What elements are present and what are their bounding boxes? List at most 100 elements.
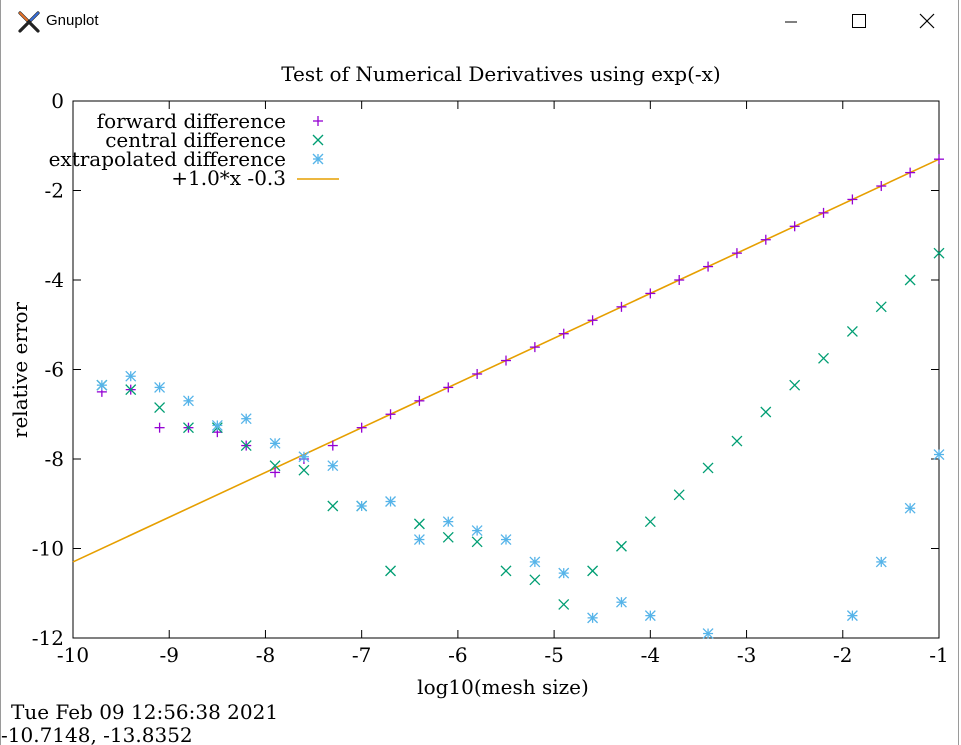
data-point-extrapolated-difference (240, 413, 252, 425)
data-point-extrapolated-difference (558, 567, 570, 579)
data-point-forward-difference (847, 194, 858, 205)
data-point-central-difference (298, 464, 310, 476)
data-point-central-difference (731, 435, 743, 447)
data-point-extrapolated-difference (327, 460, 339, 472)
status-timestamp: Tue Feb 09 12:56:38 2021 (11, 700, 278, 724)
x-axis-label: log10(mesh size) (417, 675, 589, 699)
data-point-extrapolated-difference (211, 419, 223, 431)
data-point-forward-difference (731, 248, 742, 259)
data-point-central-difference (385, 565, 396, 577)
data-point-central-difference (154, 402, 166, 413)
ticks-group: -10 -9 -8 -7 -6 -5 -4 -3 -2 -10-2-4-6-8-10-12 (32, 89, 949, 667)
data-point-central-difference (760, 406, 772, 418)
gnuplot-app-icon (17, 10, 41, 34)
title-bar[interactable]: Gnuplot (1, 0, 958, 45)
x-tick-label: -3 (737, 643, 756, 667)
data-point-forward-difference (443, 382, 454, 393)
data-point-extrapolated-difference (471, 525, 483, 537)
data-point-forward-difference (616, 301, 627, 312)
legend-label: central difference (105, 128, 286, 152)
data-point-central-difference (442, 531, 454, 543)
x-tick-label: -10 (57, 643, 89, 667)
maximize-button[interactable] (824, 0, 894, 45)
x-tick-label: -8 (256, 643, 275, 667)
data-point-central-difference (644, 516, 656, 528)
data-point-central-difference (933, 247, 945, 259)
data-point-extrapolated-difference (125, 370, 137, 382)
x-tick-label: -1 (929, 643, 948, 667)
legend-label: +1.0*x -0.3 (171, 166, 286, 190)
data-point-extrapolated-difference (298, 451, 310, 463)
close-button[interactable] (892, 0, 958, 45)
data-point-central-difference (558, 598, 570, 610)
data-point-extrapolated-difference (616, 596, 627, 608)
data-point-extrapolated-difference (385, 496, 396, 507)
legend-marker-sample (312, 153, 324, 165)
data-point-forward-difference (558, 328, 569, 339)
data-point-forward-difference (501, 355, 511, 366)
data-point-extrapolated-difference (154, 381, 166, 393)
x-tick-label: -4 (641, 643, 660, 667)
data-point-central-difference (702, 462, 714, 474)
data-point-central-difference (904, 274, 916, 286)
data-point-forward-difference (529, 342, 540, 353)
minimize-icon (785, 13, 797, 32)
x-tick-label: -6 (448, 643, 467, 667)
data-point-central-difference (587, 565, 599, 577)
y-tick-label: -12 (32, 626, 64, 650)
data-point-central-difference (616, 540, 627, 552)
data-point-central-difference (529, 574, 541, 586)
x-tick-label: -9 (159, 643, 178, 667)
data-point-central-difference (500, 565, 512, 577)
data-point-central-difference (125, 384, 137, 396)
plot-canvas[interactable]: -10 -9 -8 -7 -6 -5 -4 -3 -2 -1 0 -2 -4 -6 -8 -10 -12 for… (1, 45, 958, 745)
data-point-extrapolated-difference (933, 449, 945, 460)
data-point-forward-difference (385, 409, 396, 420)
legend-label: forward difference (97, 109, 286, 133)
data-point-forward-difference (270, 467, 281, 478)
data-point-forward-difference (789, 221, 800, 232)
series-group (72, 154, 945, 639)
data-point-extrapolated-difference (500, 534, 512, 546)
x-tick-label: -5 (544, 643, 563, 667)
legend-marker-sample (312, 134, 324, 146)
y-tick-label: -8 (45, 447, 64, 471)
status-coordinates: -10.7148, -13.8352 (1, 723, 193, 745)
data-point-forward-difference (818, 207, 829, 218)
data-point-forward-difference (703, 261, 714, 272)
data-point-forward-difference (472, 368, 483, 379)
y-tick-label: -4 (45, 268, 64, 292)
data-point-extrapolated-difference (846, 610, 858, 622)
y-axis-label: relative error (8, 301, 32, 438)
data-point-forward-difference (876, 181, 887, 192)
y-tick-label: -6 (45, 358, 64, 382)
data-point-central-difference (240, 440, 252, 452)
data-point-extrapolated-difference (96, 379, 108, 391)
data-point-forward-difference (934, 154, 944, 165)
data-point-forward-difference (905, 167, 916, 178)
data-point-extrapolated-difference (183, 395, 194, 407)
data-point-central-difference (673, 489, 685, 501)
legend-label: extrapolated difference (49, 147, 286, 171)
data-point-central-difference (818, 352, 829, 364)
data-point-extrapolated-difference (442, 516, 454, 528)
data-point-central-difference (269, 460, 281, 472)
x-tick-label: -2 (833, 643, 852, 667)
data-point-central-difference (471, 536, 483, 548)
data-point-central-difference (327, 500, 339, 512)
minimize-button[interactable] (756, 0, 826, 45)
maximize-icon (852, 13, 866, 32)
data-point-central-difference (183, 422, 194, 434)
data-point-extrapolated-difference (644, 610, 656, 622)
data-point-extrapolated-difference (904, 502, 916, 514)
data-point-forward-difference (587, 315, 598, 326)
legend-marker-sample (313, 116, 323, 126)
data-point-extrapolated-difference (529, 556, 541, 568)
x-tick-label: -7 (352, 643, 371, 667)
data-point-extrapolated-difference (413, 534, 425, 546)
data-point-extrapolated-difference (269, 437, 281, 449)
data-point-forward-difference (327, 440, 338, 451)
data-point-extrapolated-difference (587, 612, 599, 624)
